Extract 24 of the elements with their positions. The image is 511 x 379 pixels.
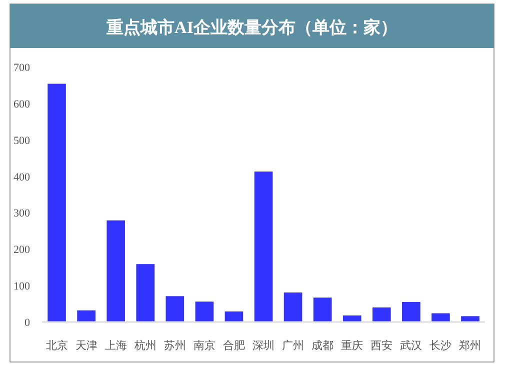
x-tick-label: 成都	[312, 339, 334, 352]
x-tick-label: 天津	[75, 339, 98, 352]
x-tick-label: 西安	[370, 339, 393, 352]
y-tick-label: 400	[14, 171, 30, 184]
y-tick-label: 500	[14, 134, 30, 147]
y-tick-label: 200	[14, 244, 30, 256]
x-tick-label: 长沙	[430, 339, 452, 352]
x-tick-label: 南京	[193, 339, 216, 352]
x-tick-label: 广州	[282, 339, 304, 352]
y-tick-label: 600	[14, 98, 30, 110]
y-tick-label: 100	[14, 280, 30, 293]
x-tick-label: 深圳	[252, 339, 274, 352]
x-tick-label: 合肥	[222, 339, 245, 352]
x-tick-label: 北京	[46, 339, 68, 352]
x-tick-label: 杭州	[133, 339, 156, 352]
x-tick-label: 郑州	[459, 339, 482, 352]
y-tick-label: 0	[24, 317, 30, 329]
title: 重点城市AI企业数量分布（单位：家）	[106, 18, 398, 37]
x-tick-label: 苏州	[164, 339, 186, 352]
y-tick-label: 700	[14, 62, 30, 74]
x-tick-label: 重庆	[341, 339, 364, 352]
x-tick-label: 武汉	[400, 339, 422, 352]
x-tick-label: 上海	[104, 339, 127, 352]
y-tick-label: 300	[14, 208, 30, 220]
